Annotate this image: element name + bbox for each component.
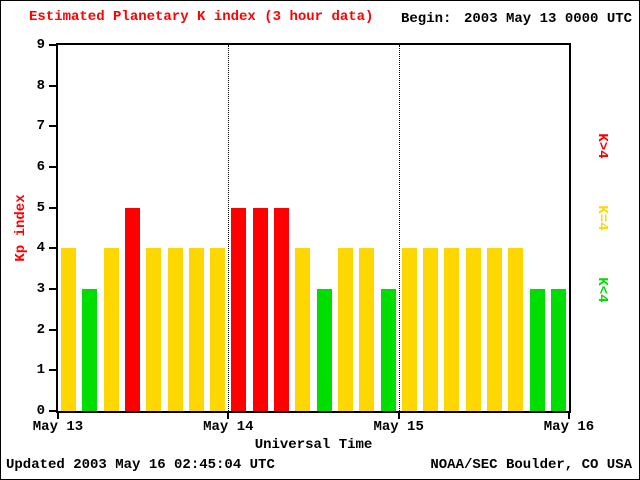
y-tick <box>49 410 56 412</box>
y-tick <box>49 369 56 372</box>
x-axis-label: Universal Time <box>254 437 373 453</box>
x-tick-label: May 15 <box>373 419 424 435</box>
y-tick-label: 0 <box>36 403 45 419</box>
source-attribution: NOAA/SEC Boulder, CO USA <box>430 457 632 473</box>
y-tick <box>49 84 56 87</box>
begin-label: Begin: <box>401 11 452 27</box>
legend-k-equal-4: K=4 <box>594 205 610 231</box>
y-tick-label: 5 <box>36 199 45 216</box>
y-tick-label: 3 <box>36 281 45 297</box>
kp-bar <box>252 207 268 411</box>
x-tick-label: May 16 <box>543 419 595 435</box>
kp-bar <box>380 289 396 411</box>
y-tick <box>49 288 56 290</box>
x-tick-label: May 14 <box>203 419 254 435</box>
y-tick <box>49 125 56 128</box>
kp-bar <box>295 248 311 411</box>
kp-bar <box>146 248 162 411</box>
kp-bar <box>82 289 98 411</box>
kp-bar <box>401 248 417 411</box>
kp-bar <box>231 207 247 411</box>
x-tick <box>227 413 230 419</box>
y-tick <box>49 247 56 250</box>
y-tick-label: 2 <box>36 321 45 338</box>
kp-bar <box>486 248 502 411</box>
y-tick-label: 8 <box>36 77 45 94</box>
kp-bar <box>188 248 204 411</box>
updated-timestamp: Updated 2003 May 16 02:45:04 UTC <box>6 457 275 473</box>
y-tick <box>49 44 56 46</box>
kp-bar <box>125 207 141 411</box>
legend-k-below-4: K<4 <box>594 277 610 303</box>
x-tick <box>397 413 400 419</box>
y-tick-label: 1 <box>36 362 45 379</box>
kp-bar <box>529 289 545 411</box>
x-tick <box>568 413 570 419</box>
kp-bar <box>103 248 119 411</box>
day-gridline <box>398 45 400 411</box>
y-tick-label: 7 <box>36 118 45 135</box>
kp-bar <box>274 207 290 411</box>
kp-bar <box>423 248 439 411</box>
kp-bar <box>337 248 353 411</box>
begin-value: 2003 May 13 0000 UTC <box>464 11 633 27</box>
y-tick <box>49 206 56 209</box>
kp-bar <box>210 248 226 411</box>
kp-bar <box>465 248 481 411</box>
kp-bar <box>61 248 77 411</box>
kp-bar <box>167 248 183 411</box>
x-tick-label: May 13 <box>32 419 84 435</box>
kp-bar <box>508 248 524 411</box>
kp-bar <box>359 248 375 411</box>
y-tick-label: 4 <box>36 240 45 257</box>
legend-k-above-4: K>4 <box>594 133 610 159</box>
chart-title: Estimated Planetary K index (3 hour data… <box>29 9 374 25</box>
y-tick-label: 6 <box>36 159 45 175</box>
day-gridline <box>228 45 230 411</box>
y-tick-label: 9 <box>36 37 45 53</box>
y-tick <box>49 166 56 168</box>
x-tick <box>57 413 59 419</box>
kp-bar <box>316 289 332 411</box>
y-tick <box>49 328 56 331</box>
kp-bar <box>550 289 566 411</box>
plot-area <box>56 43 571 413</box>
kp-bar <box>444 248 460 411</box>
